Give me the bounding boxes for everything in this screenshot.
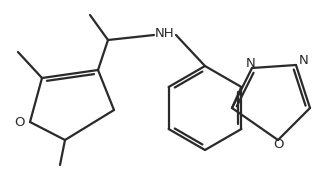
Text: NH: NH: [155, 26, 175, 40]
Text: O: O: [274, 139, 284, 151]
Text: O: O: [14, 115, 24, 129]
Text: N: N: [299, 54, 309, 67]
Text: N: N: [246, 57, 256, 69]
